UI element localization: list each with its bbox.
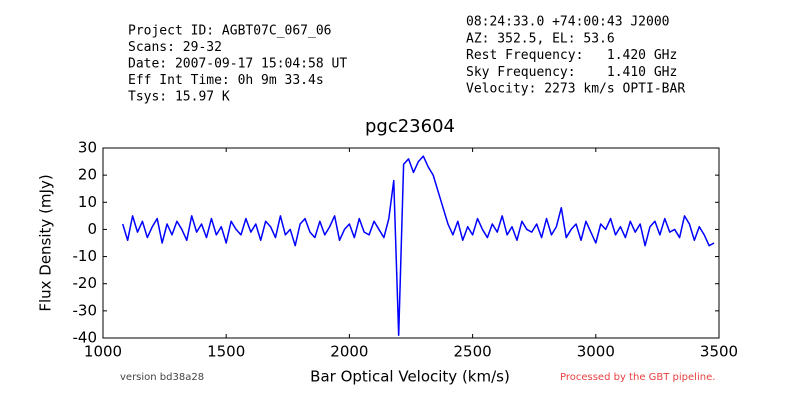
y-tick-label: 30 [78,139,97,157]
y-tick-label: -20 [73,274,98,292]
y-tick-label: -40 [73,329,98,347]
header-line: Project ID: AGBT07C_067_06 [128,24,332,39]
header-line: 08:24:33.0 +74:00:43 J2000 [466,15,670,30]
x-tick-label: 2000 [330,343,368,361]
y-tick-label: 10 [78,193,97,211]
x-axis-label: Bar Optical Velocity (km/s) [310,368,510,386]
header-line: Velocity: 2273 km/s OPTI-BAR [466,82,685,97]
header-line: Rest Frequency: 1.420 GHz [466,48,677,63]
x-tick-label: 1000 [84,343,122,361]
version-note: version bd38a28 [120,372,204,383]
header-line: Eff Int Time: 0h 9m 33.4s [128,73,324,88]
y-tick-label: 20 [78,166,97,184]
y-tick-label: -10 [73,247,98,265]
x-tick-label: 3000 [577,343,615,361]
header-line: Sky Frequency: 1.410 GHz [466,65,677,80]
x-tick-label: 2500 [454,343,492,361]
header-line: Tsys: 15.97 K [128,90,230,105]
y-tick-label: -30 [73,301,98,319]
header-line: Date: 2007-09-17 15:04:58 UT [128,57,347,72]
spectrum-line [121,155,715,337]
chart-title: pgc23604 [365,116,455,137]
x-tick-label: 1500 [207,343,245,361]
y-axis-label: Flux Density (mJy) [37,174,55,311]
x-tick-label: 3500 [700,343,738,361]
pipeline-note: Processed by the GBT pipeline. [560,372,715,383]
header-line: Scans: 29-32 [128,40,222,55]
plot-frame [102,147,720,339]
header-line: AZ: 352.5, EL: 53.6 [466,31,615,46]
y-tick-label: 0 [87,220,97,238]
